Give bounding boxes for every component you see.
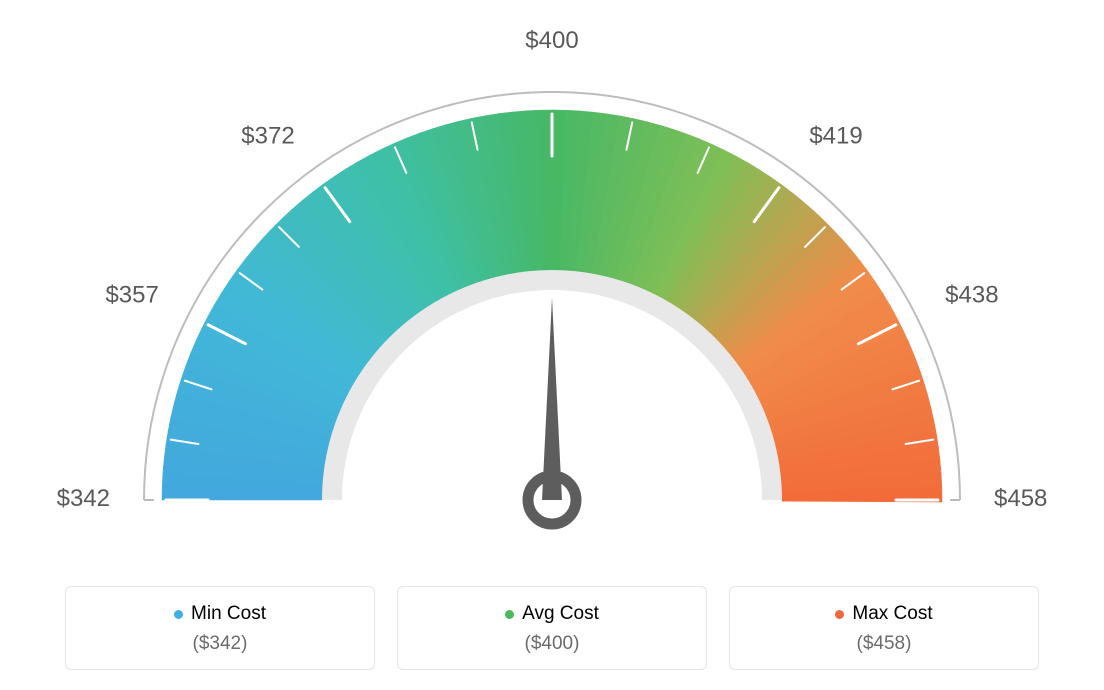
max-value: ($458) [740,633,1028,655]
legend-card-avg: Avg Cost ($400) [397,586,707,670]
gauge-tick-label: $372 [241,123,294,150]
legend-card-max: Max Cost ($458) [729,586,1039,670]
avg-value: ($400) [408,633,696,655]
gauge-tick-label: $400 [525,27,578,54]
min-value: ($342) [76,633,364,655]
gauge-tick-label: $438 [945,282,998,309]
gauge-tick-label: $419 [809,123,862,150]
max-label: Max Cost [852,603,932,625]
gauge-tick-label: $357 [105,282,158,309]
legend-card-min: Min Cost ($342) [65,586,375,670]
gauge-tick-label: $458 [994,485,1047,512]
gauge-needle [542,298,562,500]
max-dot-icon [835,610,844,619]
avg-dot-icon [505,610,514,619]
avg-label: Avg Cost [522,603,599,625]
legend-row: Min Cost ($342) Avg Cost ($400) Max Cost… [0,586,1104,670]
min-label: Min Cost [191,603,266,625]
cost-gauge: $342 $357 $372 $400 $419 $438 $458 [0,0,1104,560]
min-dot-icon [174,610,183,619]
gauge-tick-label: $342 [57,485,110,512]
